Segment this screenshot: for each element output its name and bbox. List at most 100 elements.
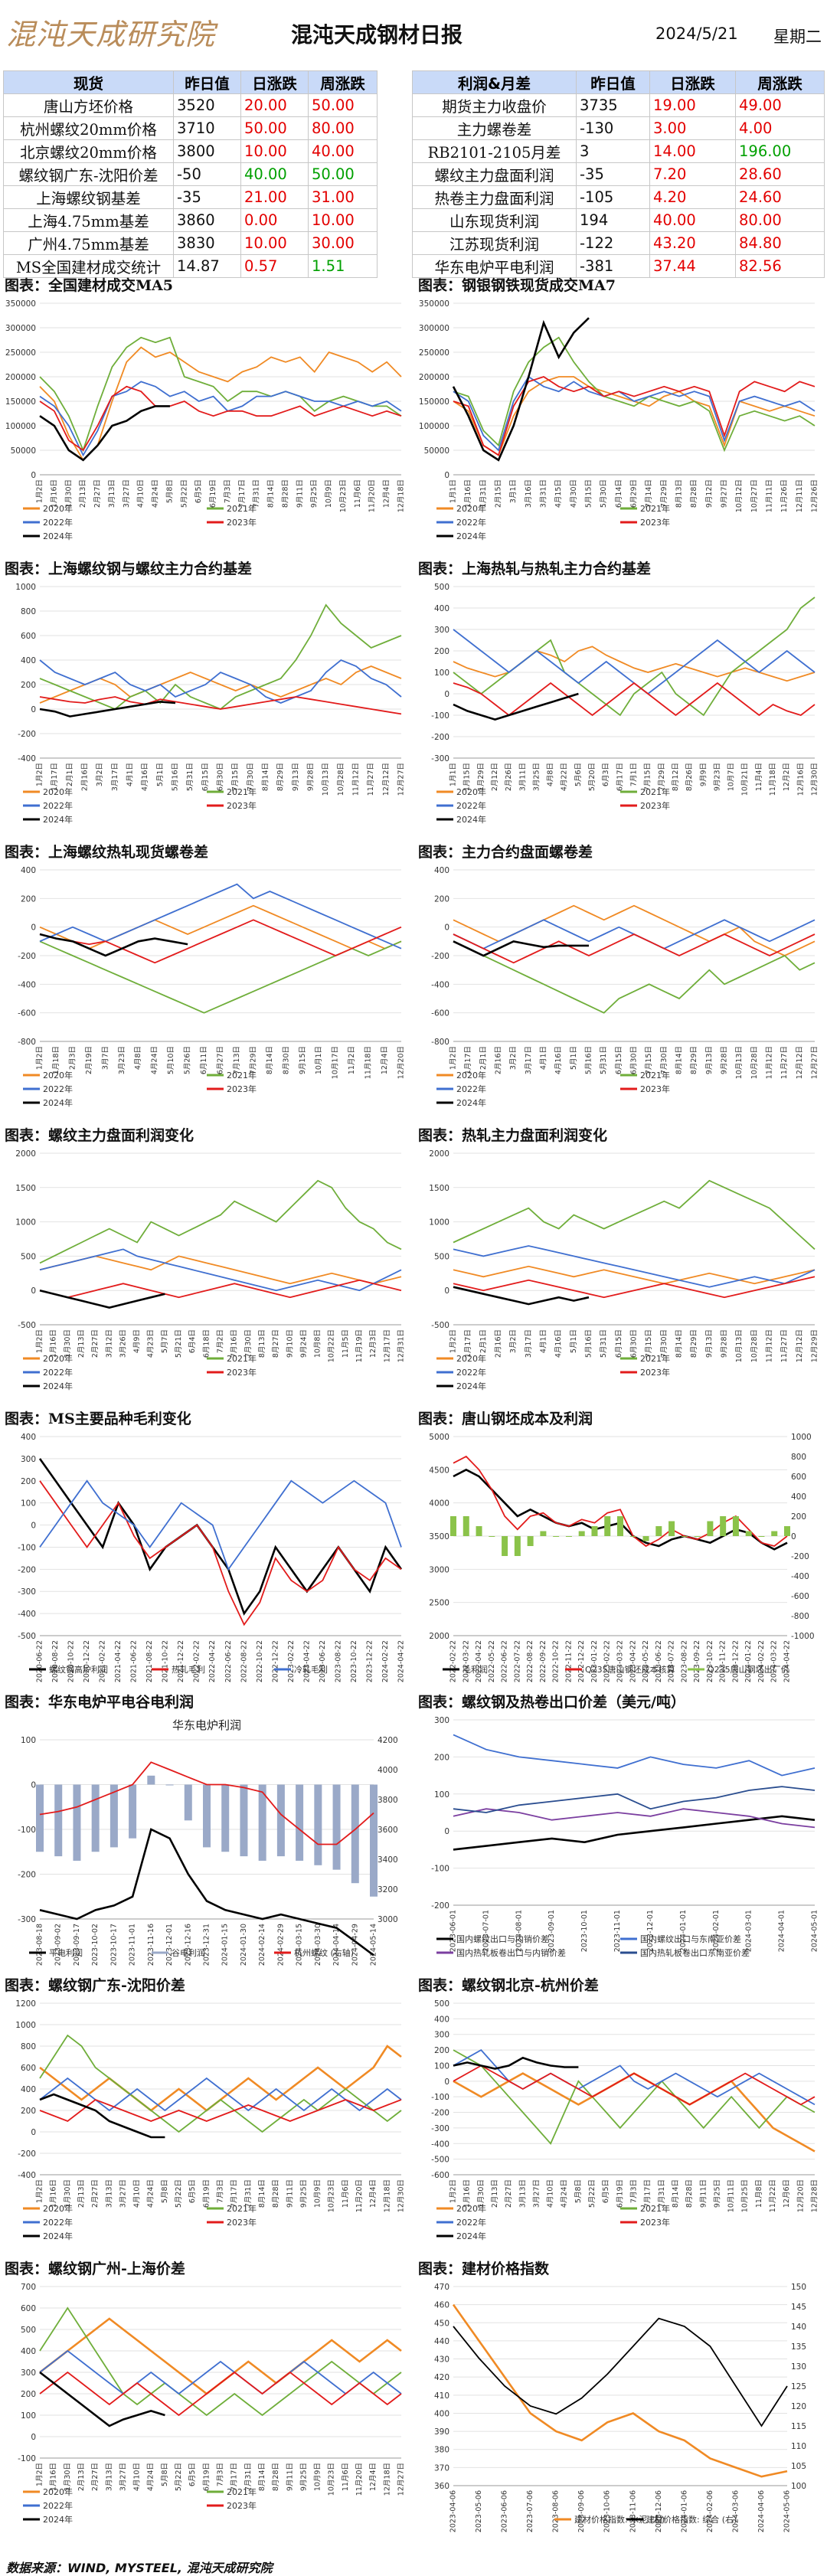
x-tick-label: 2月26日 xyxy=(505,763,513,791)
x-tick-label: 2月15日 xyxy=(495,479,503,508)
x-tick-label: 11月20日 xyxy=(355,2179,364,2212)
y-tick-label: 50000 xyxy=(424,446,449,456)
y-tick-label: -200 xyxy=(18,2149,36,2159)
y2-tick-label: -200 xyxy=(791,1552,809,1561)
x-tick-label: 2022-12-22 xyxy=(577,1640,586,1682)
y2-tick-label: 600 xyxy=(791,1473,806,1482)
x-tick-label: 3月2日 xyxy=(509,1329,518,1353)
x-tick-label: 7月30日 xyxy=(660,1329,668,1358)
x-tick-label: 2023-09-01 xyxy=(548,1910,556,1952)
x-tick-label: 2023-08-18 xyxy=(36,1924,44,1966)
y2-tick-label: 800 xyxy=(791,1453,806,1462)
x-tick-label: 11月2日 xyxy=(348,1046,356,1074)
x-tick-label: 8月14日 xyxy=(672,2179,680,2208)
report-header: 混沌天成研究院 混沌天成钢材日报 2024/5/21 星期二 xyxy=(0,0,827,63)
x-tick-label: 4月1日 xyxy=(540,1329,548,1353)
profit-bar xyxy=(553,1536,560,1537)
x-tick-label: 11月11日 xyxy=(766,479,774,512)
table-row: 山东现货利润 194 40.00 80.00 xyxy=(412,208,825,232)
x-tick-label: 6月4日 xyxy=(188,1329,197,1353)
x-tick-label: 2022-09-22 xyxy=(539,1640,548,1682)
x-tick-label: 12月4日 xyxy=(369,2179,378,2208)
x-tick-label: 3月7日 xyxy=(101,1046,110,1070)
valley-profit-bar xyxy=(314,1784,322,1865)
series-line xyxy=(453,904,816,956)
legend-label: 2024年 xyxy=(456,1097,486,1108)
valley-profit-bar xyxy=(184,1784,192,1821)
x-tick-label: 2020-12-22 xyxy=(83,1640,91,1682)
x-tick-label: 3月27日 xyxy=(119,2179,127,2208)
x-tick-label: 2021-06-22 xyxy=(130,1640,139,1682)
line-chart: 华东电炉利润 -300 -200 -100 0 100 3000 3200 3400 3600 38… xyxy=(18,1718,398,1966)
x-tick-label: 10月9日 xyxy=(314,2463,322,2491)
y-tick-label: 410 xyxy=(434,2391,449,2401)
y-tick-label: 150000 xyxy=(419,397,449,407)
x-tick-label: 1月2日 xyxy=(36,479,44,503)
valley-profit-bar xyxy=(221,1784,230,1852)
legend-label: 2021年 xyxy=(227,1070,257,1080)
chart-title: 图表：螺纹钢及热卷出口价差（美元/吨） xyxy=(418,1694,685,1711)
valley-profit-bar xyxy=(276,1784,285,1857)
table-row: 上海4.75mm基差 3860 0.00 10.00 xyxy=(3,208,378,232)
row-value: -122 xyxy=(576,231,650,255)
x-tick-label: 12月17日 xyxy=(383,1329,391,1362)
y-tick-label: 200000 xyxy=(419,373,449,382)
x-tick-label: 5月31日 xyxy=(600,1329,608,1358)
x-tick-label: 2022-02-22 xyxy=(449,1640,458,1682)
x-tick-label: 8月29日 xyxy=(276,763,285,791)
row-value: 3520 xyxy=(173,93,241,117)
x-tick-label: 2023-07-06 xyxy=(526,2490,534,2532)
y-tick-label: -200 xyxy=(18,1871,36,1880)
y2-tick-label: 0 xyxy=(791,1532,796,1541)
x-tick-label: 1月2日 xyxy=(449,1329,458,1353)
chart-subtitle: 华东电炉利润 xyxy=(172,1718,241,1732)
valley-profit-bar xyxy=(296,1784,304,1861)
row-day-change: 10.00 xyxy=(240,139,309,163)
x-tick-label: 9月10日 xyxy=(286,1329,294,1358)
row-week-change: 196.00 xyxy=(735,139,825,163)
x-tick-label: 3月31日 xyxy=(540,479,548,508)
x-tick-label: 7月17日 xyxy=(238,479,247,508)
x-tick-label: 12月4日 xyxy=(369,2463,378,2491)
chart-title: 图表：建材价格指数 xyxy=(418,2261,550,2277)
x-tick-label: 12月12日 xyxy=(796,1329,804,1362)
series-line xyxy=(453,646,816,682)
y-tick-label: -600 xyxy=(431,1009,449,1018)
y-tick-label: 400 xyxy=(434,2015,449,2024)
series-line xyxy=(453,1286,590,1306)
y-tick-label: 600 xyxy=(21,632,36,641)
row-week-change: 28.60 xyxy=(735,162,825,186)
y-tick-label: 2000 xyxy=(429,1149,449,1159)
row-name: RB2101-2105月差 xyxy=(412,139,577,163)
y2-tick-label: 145 xyxy=(791,2303,806,2312)
x-tick-label: 5月16日 xyxy=(172,763,180,791)
series-line xyxy=(453,1245,816,1288)
legend-label: 2024年 xyxy=(43,1097,73,1108)
series-line xyxy=(39,2371,165,2427)
line-chart: -500 -400 -300 -200 -100 0 100 200 300 400 2020-06… xyxy=(18,1433,405,1682)
series-line xyxy=(39,2371,402,2417)
x-tick-label: 2月12日 xyxy=(491,763,499,791)
x-tick-label: 8月30日 xyxy=(282,1046,290,1074)
series-line xyxy=(39,696,402,715)
y-tick-label: 100 xyxy=(434,2061,449,2071)
x-tick-label: 2023-11-06 xyxy=(629,2490,637,2532)
x-tick-label: 12月29日 xyxy=(811,1329,819,1362)
chart-panel: 图表：华东电炉平电谷电利润 华东电炉利润 -300 -200 -100 0 100 3000 3… xyxy=(0,1686,414,1970)
x-tick-label: 5月22日 xyxy=(588,2179,597,2208)
x-tick-label: 7月3日 xyxy=(630,2179,639,2203)
series-line xyxy=(39,1255,402,1285)
x-tick-label: 2024-05-06 xyxy=(783,2490,792,2532)
row-day-change: 7.20 xyxy=(649,162,736,186)
chart-panel: 图表：上海热轧与热轧主力合约基差 -300 -200 -100 0 100 200 300 40… xyxy=(414,553,827,836)
legend-label: 2024年 xyxy=(456,1381,486,1391)
x-tick-label: 9月24日 xyxy=(299,1329,308,1358)
x-tick-label: 9月11日 xyxy=(286,2179,294,2208)
x-tick-label: 2022-06-22 xyxy=(501,1640,509,1682)
y-tick-label: 470 xyxy=(434,2283,449,2292)
row-value: -35 xyxy=(576,162,650,186)
x-tick-label: 2月19日 xyxy=(85,1046,93,1074)
x-tick-label: 10月1日 xyxy=(315,1046,323,1074)
y-tick-label: -200 xyxy=(18,730,36,739)
y2-tick-label: 3000 xyxy=(378,1915,398,1924)
